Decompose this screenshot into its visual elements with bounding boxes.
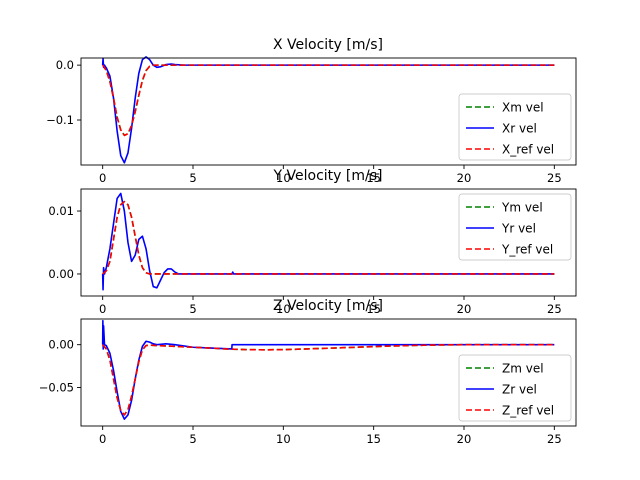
x-tick-label: 20: [457, 302, 472, 316]
plot-area: [101, 56, 555, 164]
legend-entry-label: X_ref vel: [502, 143, 554, 157]
axes-frame: [80, 318, 577, 427]
x-tick-label: 10: [276, 171, 291, 185]
legend-entry-label: Xr vel: [502, 122, 537, 136]
x-tick-label: 5: [189, 432, 196, 446]
series-line-x-ref-vel: [102, 64, 555, 137]
legend-entry-label: Ym vel: [501, 201, 543, 215]
subplot-y-velocity: 0 5 10 15 20 25 0.01 0.00 Ym vel Yr vel Y_ref ve…: [48, 168, 577, 316]
x-tick-label: 25: [547, 302, 562, 316]
y-tick-label: 0.00: [48, 267, 74, 281]
x-axis: 0 5 10 15 20 25: [99, 296, 562, 316]
legend: Xm vel Xr vel X_ref vel: [458, 93, 572, 161]
y-axis: 0.01 0.00: [48, 204, 81, 281]
series-line-xr-vel: [101, 56, 555, 164]
y-tick-label: 0.0: [56, 58, 74, 72]
x-tick-label: 15: [366, 171, 381, 185]
legend-frame: [458, 93, 572, 161]
x-tick-label: 5: [189, 171, 196, 185]
x-tick-label: 0: [99, 302, 106, 316]
legend: Ym vel Yr vel Y_ref vel: [458, 193, 572, 261]
subplot-x-velocity: 0 5 10 15 20 25 0.0 −0.1 Xm vel Xr vel X_ref vel…: [46, 37, 577, 185]
x-tick-label: 15: [366, 432, 381, 446]
y-axis: 0.0 −0.1: [46, 58, 81, 127]
x-tick-label: 15: [366, 302, 381, 316]
legend-entry-label: Xm vel: [502, 101, 544, 115]
legend-entry-label: Zm vel: [502, 362, 544, 376]
y-tick-label: −0.1: [46, 113, 74, 127]
x-tick-label: 10: [276, 302, 291, 316]
x-tick-label: 0: [99, 171, 106, 185]
x-tick-label: 10: [276, 432, 291, 446]
x-axis: 0 5 10 15 20 25: [99, 165, 562, 185]
y-tick-label: 0.01: [48, 204, 74, 218]
plot-area: [101, 192, 555, 291]
chart-title: Z Velocity [m/s]: [273, 298, 383, 314]
y-axis: 0.00 −0.05: [39, 338, 81, 394]
x-tick-label: 25: [547, 432, 562, 446]
plot-area: [101, 319, 555, 420]
x-tick-label: 25: [547, 171, 562, 185]
legend-frame: [458, 193, 572, 261]
chart-title: Y Velocity [m/s]: [273, 168, 383, 184]
subplot-z-velocity: 0 5 10 15 20 25 0.00 −0.05 Zm vel Zr vel Z_ref v…: [39, 298, 577, 446]
legend-entry-label: Z_ref vel: [502, 404, 554, 418]
y-tick-label: −0.05: [39, 380, 74, 394]
x-tick-label: 5: [189, 302, 196, 316]
legend-entry-label: Y_ref vel: [501, 243, 553, 257]
series-line-z-ref-vel: [102, 343, 555, 416]
x-tick-label: 20: [457, 432, 472, 446]
legend-frame: [458, 354, 572, 422]
y-tick-label: 0.00: [48, 338, 74, 352]
legend: Zm vel Zr vel Z_ref vel: [458, 354, 572, 422]
x-axis: 0 5 10 15 20 25: [99, 426, 562, 446]
legend-entry-label: Zr vel: [502, 383, 537, 397]
chart-title: X Velocity [m/s]: [273, 37, 383, 53]
axes-frame: [80, 188, 577, 297]
axes-frame: [80, 57, 577, 166]
x-tick-label: 0: [99, 432, 106, 446]
x-tick-label: 20: [457, 171, 472, 185]
series-line-zr-vel: [101, 319, 555, 420]
legend-entry-label: Yr vel: [501, 222, 536, 236]
